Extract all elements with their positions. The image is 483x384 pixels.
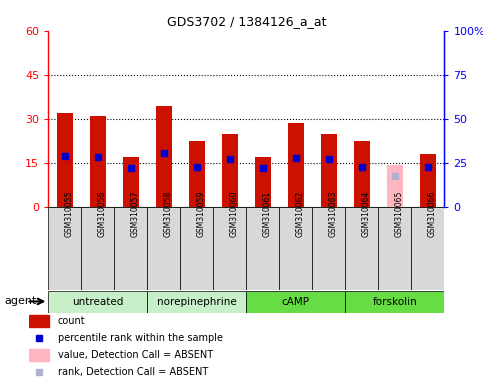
- Text: GSM310059: GSM310059: [197, 191, 206, 237]
- Bar: [279, 207, 313, 290]
- Bar: [246, 207, 279, 290]
- Text: GSM310060: GSM310060: [230, 191, 239, 237]
- Bar: [386, 165, 403, 207]
- Bar: [255, 157, 271, 207]
- Bar: [354, 141, 370, 207]
- Text: cAMP: cAMP: [282, 297, 310, 307]
- Text: GSM310056: GSM310056: [98, 191, 107, 237]
- Bar: [188, 141, 205, 207]
- Text: count: count: [58, 316, 85, 326]
- Bar: [48, 207, 81, 290]
- Text: GSM310064: GSM310064: [362, 191, 371, 237]
- Text: GSM310055: GSM310055: [65, 191, 74, 237]
- Bar: [321, 134, 337, 207]
- Bar: [29, 349, 49, 361]
- Bar: [287, 123, 304, 207]
- Text: norepinephrine: norepinephrine: [157, 297, 237, 307]
- Title: GDS3702 / 1384126_a_at: GDS3702 / 1384126_a_at: [167, 15, 326, 28]
- Bar: [420, 154, 436, 207]
- Bar: [114, 207, 147, 290]
- Bar: [48, 291, 147, 313]
- Text: agent: agent: [5, 296, 37, 306]
- Bar: [156, 106, 172, 207]
- Bar: [213, 207, 246, 290]
- Bar: [412, 207, 444, 290]
- Text: GSM310057: GSM310057: [131, 191, 140, 237]
- Bar: [345, 207, 378, 290]
- Text: GSM310061: GSM310061: [263, 191, 272, 237]
- Bar: [57, 113, 73, 207]
- Bar: [123, 157, 139, 207]
- Text: GSM310065: GSM310065: [395, 191, 404, 237]
- Bar: [29, 316, 49, 327]
- Bar: [345, 291, 444, 313]
- Bar: [147, 291, 246, 313]
- Bar: [147, 207, 180, 290]
- Text: GSM310058: GSM310058: [164, 191, 173, 237]
- Bar: [180, 207, 213, 290]
- Bar: [246, 291, 345, 313]
- Text: rank, Detection Call = ABSENT: rank, Detection Call = ABSENT: [58, 367, 208, 377]
- Text: untreated: untreated: [72, 297, 124, 307]
- Text: GSM310062: GSM310062: [296, 191, 305, 237]
- Text: percentile rank within the sample: percentile rank within the sample: [58, 333, 223, 343]
- Bar: [313, 207, 345, 290]
- Bar: [81, 207, 114, 290]
- Text: GSM310063: GSM310063: [329, 191, 338, 237]
- Text: value, Detection Call = ABSENT: value, Detection Call = ABSENT: [58, 350, 213, 360]
- Text: forskolin: forskolin: [372, 297, 417, 307]
- Bar: [378, 207, 412, 290]
- Text: GSM310066: GSM310066: [428, 191, 437, 237]
- Bar: [89, 116, 106, 207]
- Bar: [222, 134, 238, 207]
